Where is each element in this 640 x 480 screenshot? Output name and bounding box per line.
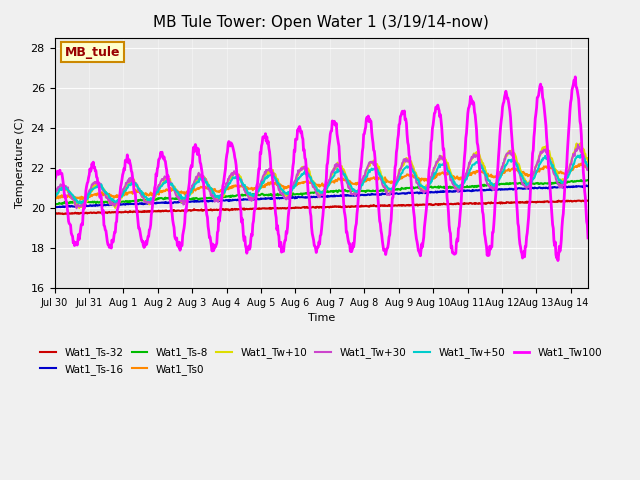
- Wat1_Ts-8: [584, 177, 592, 183]
- Wat1_Tw100: [51, 179, 58, 184]
- Wat1_Tw+10: [76, 205, 83, 211]
- Wat1_Ts0: [579, 160, 587, 166]
- Wat1_Ts-8: [51, 201, 58, 207]
- Text: MB_tule: MB_tule: [65, 46, 121, 59]
- Line: Wat1_Tw100: Wat1_Tw100: [54, 77, 588, 261]
- Wat1_Tw+10: [584, 159, 592, 165]
- Wat1_Ts-32: [60, 211, 67, 217]
- Title: MB Tule Tower: Open Water 1 (3/19/14-now): MB Tule Tower: Open Water 1 (3/19/14-now…: [154, 15, 489, 30]
- Wat1_Tw+30: [511, 157, 518, 163]
- Wat1_Tw+50: [77, 200, 85, 206]
- Wat1_Ts-32: [361, 204, 369, 209]
- Wat1_Tw+30: [391, 183, 399, 189]
- Wat1_Ts-16: [375, 192, 383, 198]
- Wat1_Tw+30: [375, 170, 383, 176]
- Wat1_Tw+30: [73, 205, 81, 211]
- Wat1_Tw+30: [51, 192, 58, 198]
- Line: Wat1_Ts-32: Wat1_Ts-32: [54, 201, 588, 214]
- Wat1_Ts0: [375, 176, 383, 181]
- Wat1_Ts-16: [391, 191, 399, 196]
- Wat1_Tw+30: [456, 186, 463, 192]
- Wat1_Ts-16: [51, 204, 58, 210]
- Wat1_Tw+10: [456, 186, 463, 192]
- Wat1_Tw100: [455, 224, 463, 229]
- Wat1_Ts-32: [511, 200, 518, 205]
- Wat1_Tw+50: [456, 183, 463, 189]
- Wat1_Tw+10: [511, 151, 518, 156]
- Wat1_Ts-8: [511, 180, 518, 186]
- Wat1_Ts-16: [51, 204, 59, 210]
- Wat1_Ts-8: [375, 188, 383, 194]
- Wat1_Ts0: [584, 164, 592, 169]
- Wat1_Tw+10: [577, 140, 584, 146]
- Wat1_Tw+30: [84, 192, 92, 198]
- Wat1_Ts0: [361, 179, 369, 184]
- Wat1_Tw+50: [584, 164, 592, 169]
- Wat1_Tw+10: [375, 164, 383, 169]
- Line: Wat1_Ts0: Wat1_Ts0: [54, 163, 588, 199]
- Wat1_Ts-16: [456, 188, 463, 193]
- Wat1_Tw100: [572, 74, 579, 80]
- Wat1_Ts-16: [511, 186, 518, 192]
- Wat1_Tw100: [83, 180, 91, 186]
- Wat1_Ts0: [51, 196, 58, 202]
- Wat1_Tw+50: [391, 183, 399, 189]
- Wat1_Ts-8: [52, 201, 60, 207]
- Wat1_Ts-16: [361, 192, 369, 198]
- Wat1_Ts-32: [391, 203, 399, 208]
- Y-axis label: Temperature (C): Temperature (C): [15, 118, 25, 208]
- Legend: Wat1_Ts-32, Wat1_Ts-16, Wat1_Ts-8, Wat1_Ts0, Wat1_Tw+10, Wat1_Tw+30, Wat1_Tw+50,: Wat1_Ts-32, Wat1_Ts-16, Wat1_Ts-8, Wat1_…: [36, 343, 606, 379]
- Wat1_Tw+50: [51, 193, 58, 199]
- Wat1_Tw100: [360, 131, 368, 137]
- Wat1_Ts-32: [584, 198, 592, 204]
- Wat1_Ts-32: [84, 210, 92, 216]
- Wat1_Ts-32: [582, 198, 589, 204]
- Wat1_Tw+50: [511, 159, 518, 165]
- Wat1_Tw+50: [375, 171, 383, 177]
- Wat1_Tw+10: [51, 195, 58, 201]
- Wat1_Tw100: [510, 158, 518, 164]
- X-axis label: Time: Time: [308, 313, 335, 324]
- Wat1_Tw100: [390, 177, 398, 183]
- Wat1_Tw+30: [574, 142, 582, 147]
- Wat1_Tw+10: [84, 194, 92, 200]
- Wat1_Ts-16: [84, 203, 92, 209]
- Wat1_Ts0: [511, 166, 518, 172]
- Wat1_Ts0: [84, 195, 92, 201]
- Wat1_Ts-16: [584, 183, 592, 189]
- Wat1_Ts-8: [84, 199, 92, 205]
- Line: Wat1_Tw+50: Wat1_Tw+50: [54, 155, 588, 203]
- Wat1_Tw+50: [84, 196, 92, 202]
- Line: Wat1_Ts-16: Wat1_Ts-16: [54, 185, 588, 207]
- Wat1_Ts0: [77, 196, 84, 202]
- Line: Wat1_Tw+10: Wat1_Tw+10: [54, 143, 588, 208]
- Wat1_Ts0: [456, 177, 463, 182]
- Wat1_Tw+30: [361, 172, 369, 178]
- Wat1_Ts-8: [456, 184, 463, 190]
- Wat1_Ts-32: [456, 201, 463, 207]
- Wat1_Tw100: [374, 200, 382, 206]
- Line: Wat1_Ts-8: Wat1_Ts-8: [54, 180, 588, 204]
- Wat1_Ts-8: [584, 177, 591, 183]
- Wat1_Tw100: [584, 235, 592, 241]
- Wat1_Ts-16: [583, 182, 591, 188]
- Wat1_Ts0: [391, 179, 399, 185]
- Wat1_Tw+50: [361, 177, 369, 183]
- Wat1_Tw+10: [361, 174, 369, 180]
- Wat1_Ts-32: [375, 203, 383, 209]
- Line: Wat1_Tw+30: Wat1_Tw+30: [54, 144, 588, 208]
- Wat1_Tw+10: [391, 183, 399, 189]
- Wat1_Tw+30: [584, 166, 592, 172]
- Wat1_Tw+50: [577, 152, 585, 157]
- Wat1_Ts-8: [391, 187, 399, 192]
- Wat1_Ts-32: [51, 211, 58, 216]
- Wat1_Tw100: [554, 258, 562, 264]
- Wat1_Ts-8: [361, 189, 369, 194]
